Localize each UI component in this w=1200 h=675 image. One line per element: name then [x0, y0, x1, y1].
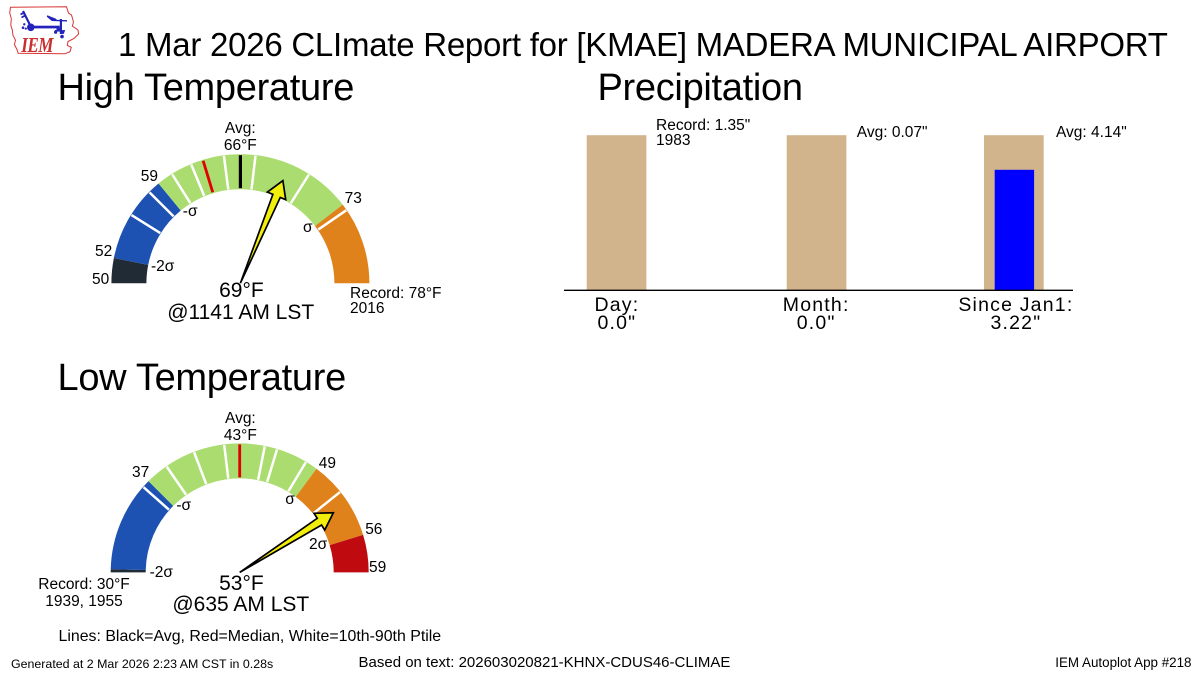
svg-text:IEM: IEM [20, 35, 54, 58]
